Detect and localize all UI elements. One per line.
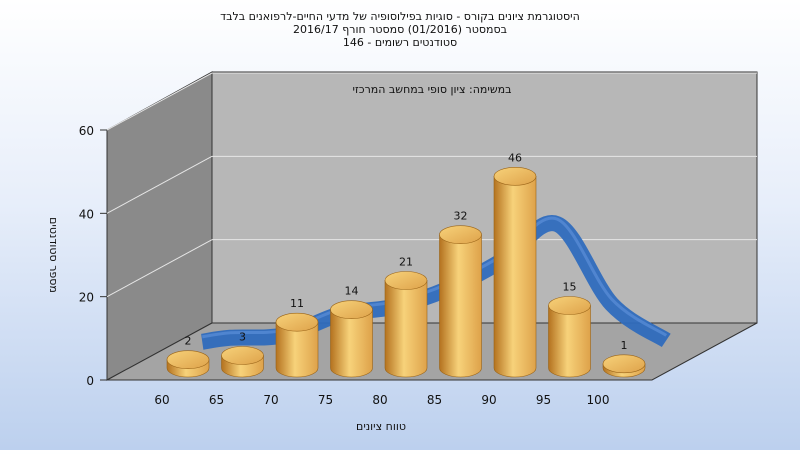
data-label: 46 xyxy=(508,151,522,164)
bar-body xyxy=(493,176,537,378)
x-tick-label: 90 xyxy=(481,393,496,407)
bar-body xyxy=(384,280,428,378)
bars xyxy=(166,167,646,378)
bar-70 xyxy=(275,312,319,378)
x-axis-title: טווח ציונים xyxy=(356,420,406,433)
bar-top xyxy=(493,167,537,186)
bar-top xyxy=(439,225,482,244)
data-label: 21 xyxy=(399,256,413,269)
bar-top xyxy=(330,300,373,319)
data-label: 3 xyxy=(239,331,246,344)
data-label: 1 xyxy=(621,339,628,352)
chart-title-line-3: סטודנטים רשומים - 146 xyxy=(343,36,457,49)
bar-65 xyxy=(221,346,264,378)
y-axis-ticks: 0 20 40 60 xyxy=(79,124,107,388)
back-wall xyxy=(211,71,758,324)
y-axis-title: מספר סטודנטים xyxy=(47,217,60,293)
bar-80 xyxy=(384,271,428,378)
y-tick-label: 40 xyxy=(79,207,94,221)
gridline-side xyxy=(106,155,213,214)
bar-75 xyxy=(330,300,373,378)
gridline-side xyxy=(106,239,213,298)
bar-body xyxy=(275,321,319,378)
chart-subtitle: במשימה: ציון סופי במחשב המרכזי xyxy=(352,83,511,96)
bar-top xyxy=(275,312,319,332)
data-label: 11 xyxy=(290,297,304,310)
curve-highlight xyxy=(202,216,668,339)
bar-top xyxy=(602,354,646,374)
bar-100 xyxy=(602,354,646,378)
bar-top xyxy=(166,350,210,369)
x-tick-label: 65 xyxy=(209,393,224,407)
bar-top xyxy=(384,271,428,290)
data-label: 14 xyxy=(345,285,359,298)
y-tick-label: 0 xyxy=(86,374,94,388)
x-tick-label: 85 xyxy=(427,393,442,407)
bar-95 xyxy=(548,296,591,378)
x-tick-label: 70 xyxy=(263,393,278,407)
bar-90 xyxy=(493,167,537,378)
bar-top xyxy=(221,346,264,365)
distribution-curve xyxy=(200,215,671,350)
data-label: 32 xyxy=(454,210,468,223)
data-label: 2 xyxy=(185,335,192,348)
bar-body xyxy=(548,305,591,378)
x-tick-label: 80 xyxy=(372,393,387,407)
data-labels: 2 3 11 14 21 32 46 15 1 xyxy=(185,151,628,352)
bar-body xyxy=(439,234,482,378)
bar-top xyxy=(548,296,591,315)
bar-body xyxy=(330,309,373,378)
x-tick-label: 95 xyxy=(536,393,551,407)
x-tick-label: 75 xyxy=(318,393,333,407)
gridline-side xyxy=(106,72,213,131)
y-tick-label: 60 xyxy=(79,124,94,138)
gridlines xyxy=(106,72,757,298)
x-axis-ticks: 60 65 70 75 80 85 90 95 100 xyxy=(107,379,652,407)
bar-85 xyxy=(439,225,482,378)
chart-title-line-2: בסמסטר (01/2016) סמסטר חורף 2016/17 xyxy=(293,23,507,36)
bar-60 xyxy=(166,350,210,378)
x-tick-label: 100 xyxy=(587,393,610,407)
curve-ribbon xyxy=(200,215,671,350)
y-tick-label: 20 xyxy=(79,291,94,305)
chart-title-line-1: היסטוגרמת ציונים בקורס - סוגיות בפילוסופ… xyxy=(220,10,580,23)
x-tick-label: 60 xyxy=(154,393,169,407)
data-label: 15 xyxy=(563,281,577,294)
